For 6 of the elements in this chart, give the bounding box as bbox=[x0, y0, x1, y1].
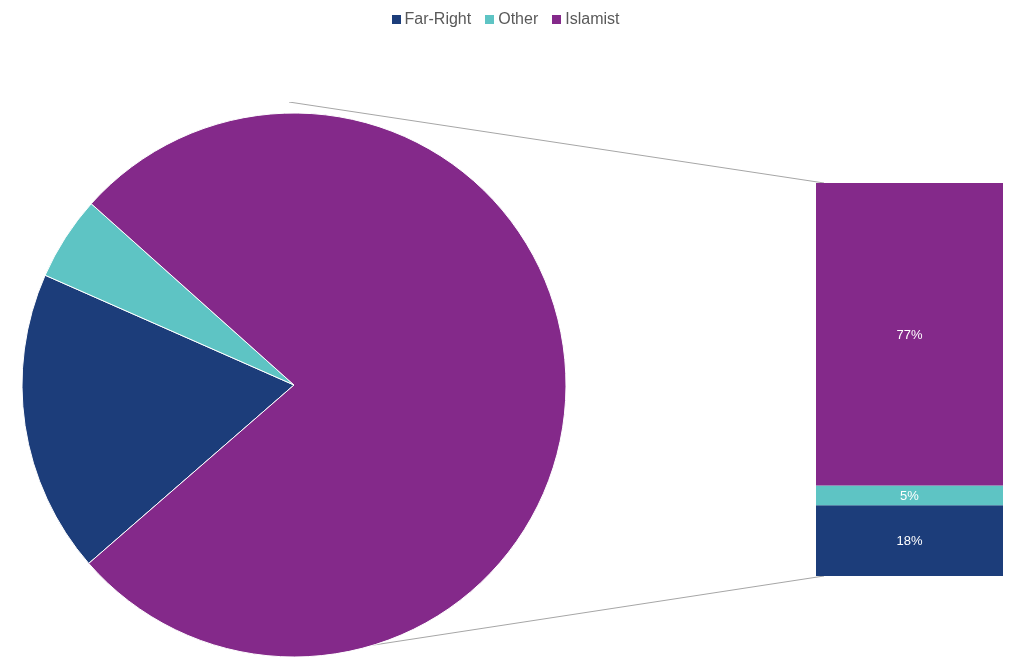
data-label: 77% bbox=[896, 326, 923, 342]
legend-label: Islamist bbox=[565, 10, 620, 28]
legend-label: Other bbox=[498, 10, 539, 28]
data-label: 18% bbox=[896, 533, 923, 549]
data-label: 5% bbox=[900, 488, 920, 504]
legend-label: Far-Right bbox=[404, 10, 472, 28]
